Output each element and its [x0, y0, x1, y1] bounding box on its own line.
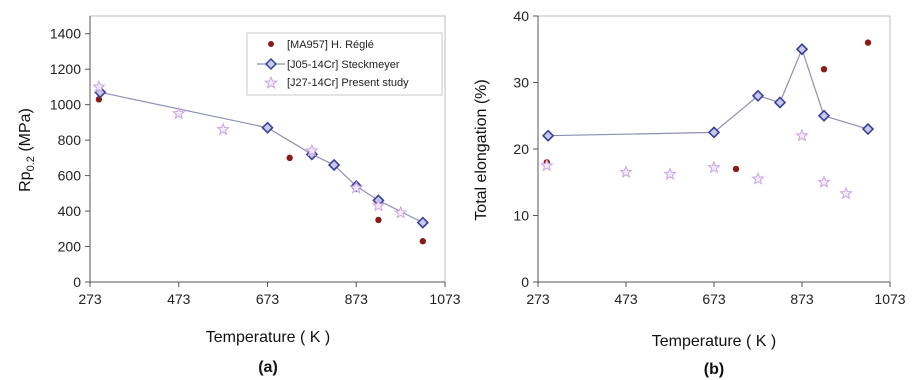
chart-a-ytick-label: 0 — [73, 274, 81, 290]
chart-a-point-dot — [375, 216, 382, 224]
chart-a-point-dot — [286, 154, 293, 162]
chart-b-point-star — [751, 171, 765, 185]
chart-b-plot-frame — [537, 15, 891, 283]
chart-a-point-star — [216, 122, 230, 136]
chart-b-point-diamond — [751, 89, 765, 102]
chart-b-ytick-label: 30 — [513, 75, 529, 91]
chart-b-point-diamond — [773, 96, 787, 109]
chart-b-xtick-label: 673 — [702, 291, 726, 307]
chart-a-ticks: 0 200 400 600 800 1000 1200 1400 273 473 673 873 107… — [50, 26, 461, 307]
chart-a-ylabel-unit: (MPa) — [17, 108, 34, 156]
chart-b-ytick-label: 10 — [513, 208, 529, 224]
chart-a-point-star — [349, 180, 364, 194]
chart-a-ylabel: Rp0.2 (MPa) — [17, 108, 37, 192]
chart-a-xtick-label: 473 — [167, 291, 191, 307]
chart-a-point-star — [171, 106, 186, 120]
chart-b-point-star — [817, 175, 831, 189]
chart-b-ticks: 0 10 20 30 40 273 473 673 873 1073 — [513, 8, 905, 307]
chart-a-ytick-label: 1400 — [50, 26, 81, 42]
chart-b-point-diamond — [861, 122, 875, 136]
chart-b-ytick-label: 40 — [513, 8, 529, 24]
chart-b-point-diamond — [795, 43, 809, 56]
chart-b-ytick-label: 20 — [513, 141, 529, 157]
chart-a-point-diamond — [416, 216, 429, 229]
chart-b-ylabel: Total elongation (%) — [473, 79, 490, 220]
chart-b-xtick-label: 273 — [526, 291, 550, 307]
chart-a-point-dot — [419, 238, 427, 245]
chart-a-series-lines — [100, 91, 424, 224]
chart-a-point-star — [393, 205, 408, 219]
chart-a-point-diamond — [261, 121, 274, 134]
chart-b-point-dot — [820, 66, 828, 73]
chart-b-point-star — [795, 128, 809, 142]
chart-a-marks — [92, 79, 429, 245]
chart-a-ytick-label: 400 — [58, 203, 82, 219]
legend-diamond-marker — [264, 57, 278, 71]
chart-a-xtick-label: 273 — [78, 291, 102, 307]
chart-a-xtick-label: 1073 — [429, 291, 460, 307]
chart-a-xtick-label: 873 — [345, 291, 369, 307]
chart-b-marks — [539, 39, 875, 200]
chart-a-ylabel-main: Rp — [17, 171, 34, 192]
chart-b-point-diamond — [817, 109, 831, 122]
legend-star-marker — [263, 75, 279, 89]
chart-a-point-star — [92, 79, 106, 93]
chart-a-panel-label: (a) — [258, 359, 278, 376]
chart-a: 0 200 400 600 800 1000 1200 1400 273 473 673 873 107… — [17, 15, 461, 376]
legend-entry-1-label: [MA957] H. Réglé — [287, 39, 374, 51]
chart-a-point-diamond — [327, 158, 341, 172]
chart-a-ytick-label: 800 — [58, 132, 82, 148]
chart-b-point-dot — [864, 39, 872, 46]
chart-a-series-line — [100, 91, 424, 224]
chart-a-xtick-label: 673 — [256, 291, 280, 307]
chart-a-ytick-label: 200 — [58, 239, 82, 255]
chart-b-ytick-label: 0 — [521, 274, 529, 290]
chart-b-xtick-label: 473 — [614, 291, 638, 307]
legend-entry-3-label: [J27-14Cr] Present study — [287, 77, 409, 89]
chart-a-point-star — [371, 198, 386, 212]
chart-a-legend: [MA957] H. Réglé [J05-14Cr] Steckmeyer [… — [246, 32, 443, 96]
chart-b-point-star — [539, 158, 554, 172]
chart-b-point-dot — [732, 165, 740, 173]
chart-a-point-star — [305, 143, 319, 157]
chart-b-point-diamond — [541, 129, 555, 142]
chart-a-ylabel-sub: 0.2 — [25, 156, 37, 171]
chart-b-series-lines — [548, 47, 869, 137]
chart-b-series-line — [548, 47, 869, 137]
legend-dot-marker — [268, 41, 274, 47]
chart-a-xlabel: Temperature ( K ) — [206, 329, 330, 346]
chart-a-ytick-label: 1200 — [50, 61, 81, 77]
chart-b-point-star — [663, 167, 677, 181]
chart-a-ytick-label: 1000 — [50, 97, 81, 113]
chart-b-xlabel: Temperature ( K ) — [652, 333, 776, 350]
chart-b-point-diamond — [707, 126, 721, 139]
chart-b-point-star — [619, 165, 633, 179]
chart-b-point-star — [839, 186, 853, 200]
chart-b: 0 10 20 30 40 273 473 673 873 1073 Temperature ( … — [473, 8, 906, 378]
legend-entry-2-label: [J05-14Cr] Steckmeyer — [287, 59, 400, 71]
chart-b-xtick-label: 1073 — [874, 291, 905, 307]
chart-b-xtick-label: 873 — [790, 291, 814, 307]
chart-b-point-star — [707, 160, 721, 174]
chart-b-panel-label: (b) — [704, 361, 724, 378]
chart-a-ytick-label: 600 — [58, 168, 82, 184]
